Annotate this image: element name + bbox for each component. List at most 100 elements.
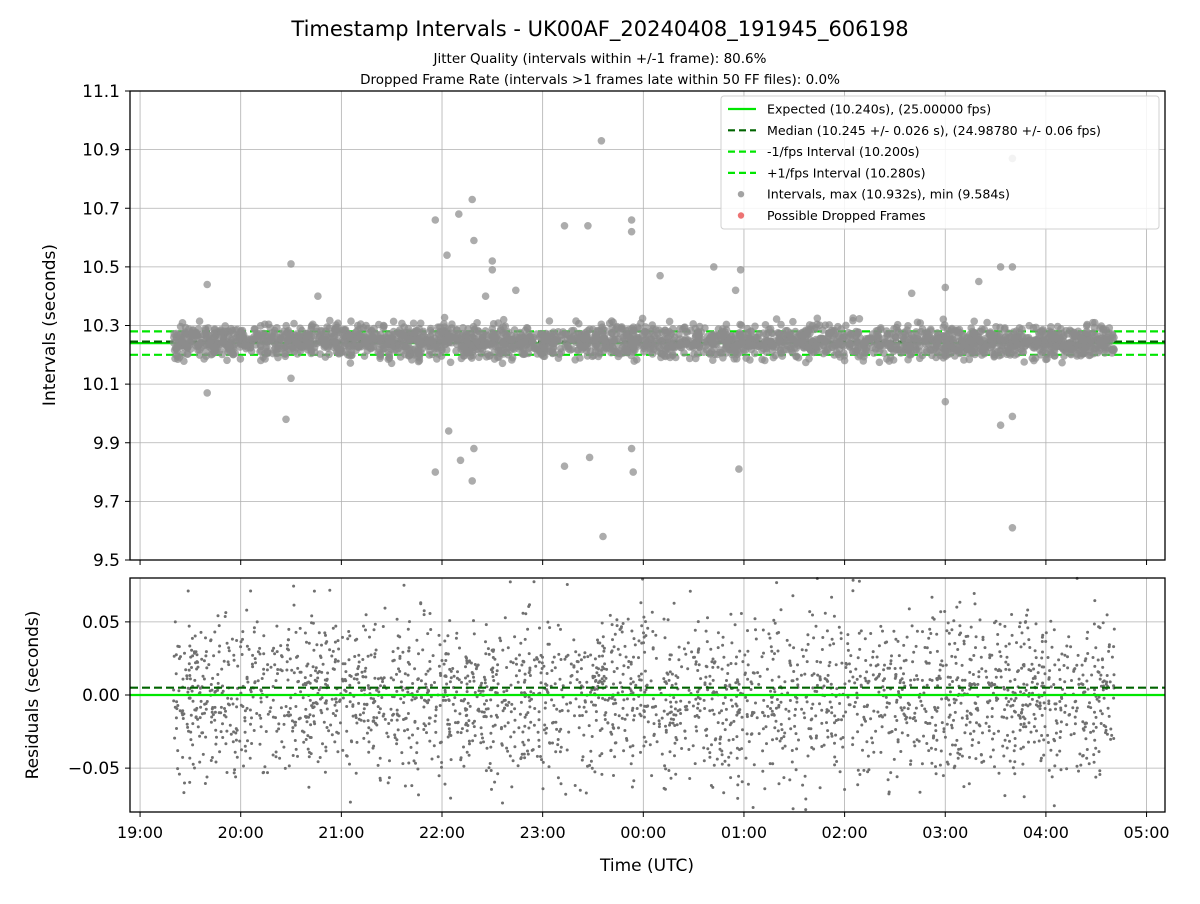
interval-point [1023, 338, 1031, 346]
residual-point [345, 705, 348, 708]
residual-point [270, 666, 273, 669]
residual-point [631, 786, 634, 789]
residual-point [492, 656, 495, 659]
residual-point [1014, 737, 1017, 740]
residual-point [1065, 723, 1068, 726]
residual-point [178, 773, 181, 776]
residual-point [856, 696, 859, 699]
residual-point [930, 747, 933, 750]
residual-point [489, 762, 492, 765]
residual-point [630, 762, 633, 765]
residual-point [472, 672, 475, 675]
residual-point [1042, 738, 1045, 741]
residual-point [417, 793, 420, 796]
residual-point [644, 740, 647, 743]
residual-point [998, 772, 1001, 775]
residual-point [229, 724, 232, 727]
residual-point [1034, 717, 1037, 720]
residual-point [326, 672, 329, 675]
residual-point [876, 656, 879, 659]
interval-point [243, 341, 251, 349]
residual-point [640, 673, 643, 676]
residual-point [788, 644, 791, 647]
residual-point [232, 654, 235, 657]
residual-point [505, 666, 508, 669]
residual-point [557, 738, 560, 741]
residual-point [384, 607, 387, 610]
residual-point [489, 746, 492, 749]
residual-point [231, 638, 234, 641]
residual-point [246, 739, 249, 742]
residual-point [901, 709, 904, 712]
residual-point [716, 758, 719, 761]
interval-point [418, 334, 426, 342]
interval-point [717, 331, 725, 339]
residual-point [332, 650, 335, 653]
residual-point [485, 623, 488, 626]
residual-point [1077, 770, 1080, 773]
residual-point [334, 698, 337, 701]
interval-point [1087, 336, 1095, 344]
residual-point [1012, 730, 1015, 733]
residual-point [771, 710, 774, 713]
residual-point [358, 661, 361, 664]
residual-point [374, 652, 377, 655]
interval-point [1068, 328, 1076, 336]
residual-point [627, 666, 630, 669]
interval-point [627, 340, 635, 348]
residual-point [1013, 749, 1016, 752]
residual-point [227, 703, 230, 706]
interval-point [257, 347, 265, 355]
residual-point [881, 725, 884, 728]
residual-point [590, 760, 593, 763]
interval-outlier-point [656, 272, 664, 280]
residual-point [946, 723, 949, 726]
residual-point [333, 740, 336, 743]
residual-point [791, 749, 794, 752]
residual-point [296, 755, 299, 758]
residual-point [277, 727, 280, 730]
residual-point [1106, 674, 1109, 677]
residual-point [955, 606, 958, 609]
residual-point [795, 768, 798, 771]
residual-point [367, 684, 370, 687]
residual-point [977, 670, 980, 673]
residual-point [1060, 768, 1063, 771]
interval-point [1032, 324, 1040, 332]
residual-point [474, 691, 477, 694]
residual-point [1005, 717, 1008, 720]
residual-point [306, 663, 309, 666]
residual-point [293, 671, 296, 674]
residual-point [911, 660, 914, 663]
residual-point [709, 648, 712, 651]
residual-point [173, 737, 176, 740]
residual-point [1048, 669, 1051, 672]
residual-point [674, 742, 677, 745]
residual-point [1004, 661, 1007, 664]
residual-point [741, 716, 744, 719]
residual-point [800, 708, 803, 711]
residual-point [316, 677, 319, 680]
residual-point [1086, 652, 1089, 655]
residual-point [204, 782, 207, 785]
residual-point [1023, 643, 1026, 646]
residual-point [929, 651, 932, 654]
residual-point [214, 711, 217, 714]
interval-point [194, 346, 202, 354]
residual-point [792, 679, 795, 682]
interval-point [996, 335, 1004, 343]
residual-point [727, 664, 730, 667]
residual-point [902, 681, 905, 684]
residual-point [867, 681, 870, 684]
residual-point [851, 737, 854, 740]
residual-point [523, 679, 526, 682]
residual-point [396, 709, 399, 712]
residual-point [950, 724, 953, 727]
residual-point [304, 708, 307, 711]
residual-point [306, 720, 309, 723]
residual-point [548, 741, 551, 744]
residual-point [974, 683, 977, 686]
residual-point [464, 723, 467, 726]
interval-point [557, 332, 565, 340]
residual-point [567, 731, 570, 734]
